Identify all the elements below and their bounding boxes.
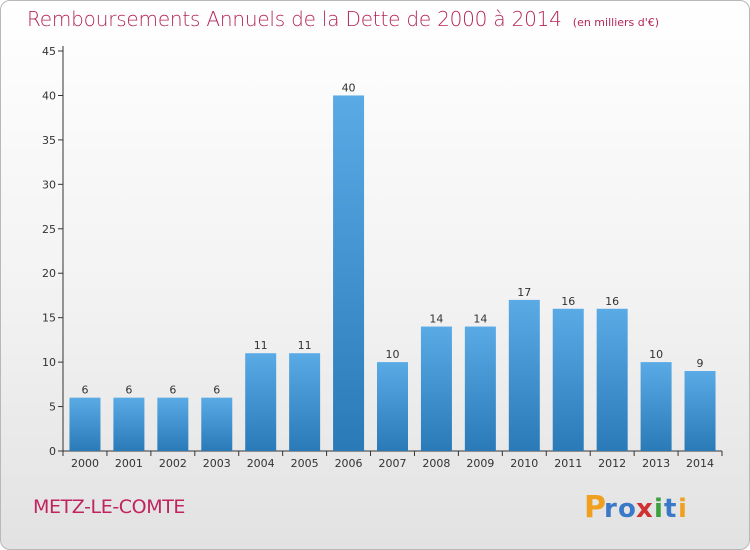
y-tick-label: 30 — [42, 178, 56, 191]
x-tick-label: 2008 — [422, 457, 450, 470]
x-tick-label: 2012 — [598, 457, 626, 470]
x-tick-label: 2006 — [335, 457, 363, 470]
y-tick-label: 40 — [42, 89, 56, 102]
data-label: 11 — [298, 339, 312, 352]
svg-text:t: t — [664, 494, 676, 524]
x-tick-label: 2013 — [642, 457, 670, 470]
x-tick-label: 2011 — [554, 457, 582, 470]
bar — [333, 95, 365, 451]
data-label: 6 — [169, 384, 176, 397]
axes: 0 5 10 15 20 25 30 35 40 45 2000 2001 2002 2003 2004 20… — [42, 45, 723, 470]
x-tick-label: 2009 — [466, 457, 494, 470]
data-label: 17 — [517, 286, 531, 299]
y-tick-label: 10 — [42, 356, 56, 369]
title-block: Remboursements Annuels de la Dette de 20… — [27, 7, 659, 31]
y-tick-label: 15 — [42, 312, 56, 325]
bar — [640, 362, 672, 451]
svg-text:i: i — [678, 494, 687, 524]
data-label: 16 — [605, 295, 619, 308]
data-label: 14 — [429, 313, 443, 326]
bar — [420, 326, 452, 451]
data-label: 10 — [649, 348, 663, 361]
bar — [464, 326, 496, 451]
x-tick-label: 2001 — [115, 457, 143, 470]
x-tick-label: 2002 — [159, 457, 187, 470]
bar — [113, 397, 145, 451]
data-label: 6 — [81, 384, 88, 397]
x-tick-label: 2005 — [291, 457, 319, 470]
y-tick-label: 25 — [42, 223, 56, 236]
data-label: 11 — [254, 339, 268, 352]
data-label: 9 — [697, 357, 704, 370]
bar — [245, 353, 277, 451]
bar — [289, 353, 321, 451]
x-tick-label: 2014 — [686, 457, 714, 470]
y-tick-label: 20 — [42, 267, 56, 280]
bar — [69, 397, 101, 451]
bar — [157, 397, 189, 451]
bar — [201, 397, 233, 451]
y-tick-label: 45 — [42, 45, 56, 58]
data-label: 40 — [342, 81, 356, 94]
svg-text:o: o — [618, 494, 636, 524]
value-labels: 6 6 6 6 11 11 40 10 14 14 17 16 16 10 9 — [81, 81, 703, 396]
chart-title: Remboursements Annuels de la Dette de 20… — [27, 7, 562, 31]
bar — [377, 362, 408, 451]
y-tick-label: 0 — [49, 445, 56, 458]
commune-name: METZ-LE-COMTE — [33, 496, 186, 518]
x-tick-label: 2010 — [510, 457, 538, 470]
proxiti-logo: P r o x i t i — [584, 490, 687, 525]
chart-subtitle: (en milliers d'€) — [572, 16, 660, 29]
data-label: 10 — [386, 348, 400, 361]
x-tick-label: 2000 — [71, 457, 99, 470]
bar — [552, 308, 584, 451]
svg-text:i: i — [654, 494, 663, 524]
data-label: 16 — [561, 295, 575, 308]
bar — [684, 371, 716, 451]
svg-text:x: x — [636, 494, 653, 524]
data-label: 6 — [125, 384, 132, 397]
x-tick-label: 2004 — [247, 457, 275, 470]
bar — [596, 308, 628, 451]
y-tick-label: 5 — [49, 401, 56, 414]
x-tick-label: 2007 — [379, 457, 407, 470]
bars — [69, 95, 716, 451]
svg-text:P: P — [584, 490, 606, 525]
bar — [508, 299, 540, 451]
x-tick-label: 2003 — [203, 457, 231, 470]
data-label: 14 — [473, 313, 487, 326]
y-tick-label: 35 — [42, 134, 56, 147]
svg-text:r: r — [604, 494, 617, 524]
data-label: 6 — [213, 384, 220, 397]
